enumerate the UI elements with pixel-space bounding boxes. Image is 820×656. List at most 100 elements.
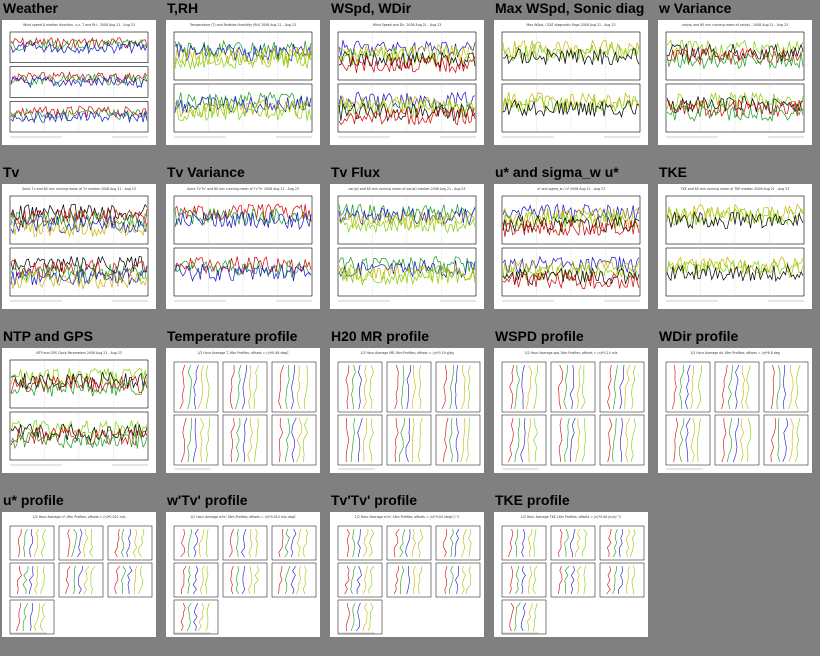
plot-thumbnail[interactable]: 1/2 Hour Average spd,16m Profiles; offse… — [494, 348, 648, 473]
gallery-cell[interactable]: NTP and GPS NTP and GPS Clock Parameters … — [0, 328, 164, 492]
profile-line — [356, 602, 361, 632]
gallery-cell[interactable]: u* profile 1/2 Hour Average u*,16m Profil… — [0, 492, 164, 656]
profile-frame — [501, 562, 547, 598]
profile-line — [284, 417, 290, 463]
profile-line — [740, 417, 744, 463]
profile-line — [363, 417, 368, 463]
gallery-cell[interactable]: H20 MR profile 1/2 Hour Average MR,16m Pr… — [328, 328, 492, 492]
plot-caption: Max WSpd, CSAT diagnostic flags 2008 Aug… — [526, 23, 615, 27]
profile-line — [514, 565, 520, 595]
profile-line — [278, 565, 283, 595]
plot-title[interactable]: Tv — [3, 164, 20, 180]
profile-line — [613, 364, 618, 410]
profile-line — [406, 364, 412, 410]
plot-title[interactable]: Tv'Tv' profile — [331, 492, 418, 508]
plot-thumbnail[interactable]: 1/2 Hour Average tc'tc',16m Profiles; of… — [330, 512, 484, 637]
plot-thumbnail[interactable]: Max WSpd, CSAT diagnostic flags 2008 Aug… — [494, 20, 648, 145]
profile-line — [197, 364, 204, 410]
profile-line — [199, 565, 205, 595]
profile-line — [284, 565, 291, 595]
gallery-cell[interactable]: w'Tv' profile 1/2 Hour Average w'tc',16m … — [164, 492, 328, 656]
plot-title[interactable]: Tv Flux — [331, 164, 381, 180]
gallery-cell[interactable]: u* and sigma_w u* u* and sigma_w / u* 200… — [492, 164, 656, 328]
profile-line — [468, 528, 472, 558]
plot-title[interactable]: Temperature profile — [167, 328, 298, 344]
plot-title[interactable]: w'Tv' profile — [167, 492, 248, 508]
gallery-cell[interactable]: WDir profile 1/2 Hour Average dir,16m Pro… — [656, 328, 820, 492]
profile-line — [297, 364, 301, 410]
gallery-cell[interactable]: Weather Wind speed & median direction, u,… — [0, 0, 164, 164]
profile-line — [745, 364, 751, 410]
profile-line — [394, 364, 399, 410]
plot-thumbnail[interactable]: 1/2 Hour Average u*,16m Profiles; offset… — [2, 512, 156, 637]
plot-title[interactable]: u* profile — [3, 492, 64, 508]
plot-title[interactable]: u* and sigma_w u* — [495, 164, 619, 180]
profile-line — [455, 565, 460, 595]
plot-thumbnail[interactable]: Sonic Tv'Tv' and 60 min running mean of … — [166, 184, 320, 309]
series-line — [502, 259, 640, 278]
profile-line — [507, 417, 514, 463]
gallery-cell[interactable]: w Variance var(w) and 60 min running mean… — [656, 0, 820, 164]
plot-caption: 1/2 Hour Average tc'tc',16m Profiles; of… — [355, 515, 460, 519]
plot-title[interactable]: WSPD profile — [495, 328, 584, 344]
gallery-cell[interactable]: WSpd, WDir Wind Speed and Dir, 2008 Aug 2… — [328, 0, 492, 164]
gallery-cell[interactable]: Temperature profile 1/2 Hour Average T,16… — [164, 328, 328, 492]
gallery-cell[interactable]: Tv Variance Sonic Tv'Tv' and 60 min runni… — [164, 164, 328, 328]
plot-title[interactable]: Max WSpd, Sonic diag — [495, 0, 645, 16]
gallery-cell[interactable]: WSPD profile 1/2 Hour Average spd,16m Pro… — [492, 328, 656, 492]
plot-thumbnail[interactable]: Wind speed & median direction, u,v, T an… — [2, 20, 156, 145]
plot-thumbnail[interactable]: 1/2 Hour Average w'tc',16m Profiles; off… — [166, 512, 320, 637]
profile-line — [509, 364, 515, 410]
gallery-cell[interactable]: T,RH Temperature (T) and Relative Humidit… — [164, 0, 328, 164]
plot-title[interactable]: TKE — [659, 164, 687, 180]
profile-frame — [386, 562, 432, 598]
plot-title[interactable]: WDir profile — [659, 328, 739, 344]
plot-thumbnail[interactable]: TKE and 60 min running mean of TKE media… — [658, 184, 812, 309]
gallery-cell[interactable]: Tv Flux var(w) and 60 min running mean of… — [328, 164, 492, 328]
plot-title[interactable]: TKE profile — [495, 492, 570, 508]
profile-line — [18, 528, 22, 558]
plot-thumbnail[interactable]: var(w) and 60 min running mean of var(w)… — [330, 184, 484, 309]
profile-line — [30, 602, 34, 632]
plot-title[interactable]: T,RH — [167, 0, 199, 16]
plot-thumbnail[interactable]: 1/2 Hour Average MR,16m Profiles; offset… — [330, 348, 484, 473]
profile-frame — [173, 525, 219, 561]
profile-frame — [501, 525, 547, 561]
plot-title[interactable]: NTP and GPS — [3, 328, 93, 344]
profile-line — [461, 565, 466, 595]
plot-thumbnail[interactable]: u* and sigma_w / u* 2008 Aug 21 - Aug 23 — [494, 184, 648, 309]
plot-title[interactable]: Weather — [3, 0, 58, 16]
profile-line — [450, 528, 454, 558]
profile-line — [121, 565, 126, 595]
profile-line — [520, 417, 526, 463]
plot-title[interactable]: WSpd, WDir — [331, 0, 412, 16]
series-line — [10, 41, 148, 55]
profile-line — [732, 417, 739, 463]
plot-thumbnail[interactable]: 1/2 Hour Average dir,16m Profiles; offse… — [658, 348, 812, 473]
gallery-cell[interactable]: Max WSpd, Sonic diag Max WSpd, CSAT diagn… — [492, 0, 656, 164]
plot-thumbnail[interactable]: NTP and GPS Clock Parameters 2008 Aug 21… — [2, 348, 156, 473]
plot-caption: NTP and GPS Clock Parameters 2008 Aug 21… — [36, 351, 122, 355]
gallery-cell[interactable]: Tv'Tv' profile 1/2 Hour Average tc'tc',16… — [328, 492, 492, 656]
gallery-cell[interactable]: Tv Sonic Tv and 60 min running mean of Tv… — [0, 164, 164, 328]
plot-thumbnail[interactable]: Temperature (T) and Relative Humidity (R… — [166, 20, 320, 145]
profile-frame — [435, 525, 481, 561]
profile-frame — [435, 361, 481, 413]
gallery-cell[interactable]: TKE TKE and 60 min running mean of TKE me… — [656, 164, 820, 328]
gallery-cell[interactable]: TKE profile 1/2 Hour Average TKE,16m Prof… — [492, 492, 656, 656]
profile-line — [619, 417, 623, 463]
plot-thumbnail[interactable]: Sonic Tv and 60 min running mean of Tv m… — [2, 184, 156, 309]
plot-thumbnail[interactable]: var(w) and 60 min running mean of var(w)… — [658, 20, 812, 145]
plot-title[interactable]: Tv Variance — [167, 164, 245, 180]
series-line — [666, 47, 804, 66]
plot-title[interactable]: w Variance — [659, 0, 732, 16]
profile-line — [362, 565, 368, 595]
plot-thumbnail[interactable]: 1/2 Hour Average TKE,16m Profiles; offse… — [494, 512, 648, 637]
plot-title[interactable]: H20 MR profile — [331, 328, 430, 344]
series-line — [10, 110, 148, 124]
plot-image: 1/2 Hour Average u*,16m Profiles; offset… — [9, 515, 153, 635]
plot-thumbnail[interactable]: 1/2 Hour Average T,16m Profiles; offsets… — [166, 348, 320, 473]
profile-line — [242, 364, 248, 410]
profile-line — [83, 528, 88, 558]
plot-thumbnail[interactable]: Wind Speed and Dir, 2008 Aug 21 - Aug 23 — [330, 20, 484, 145]
